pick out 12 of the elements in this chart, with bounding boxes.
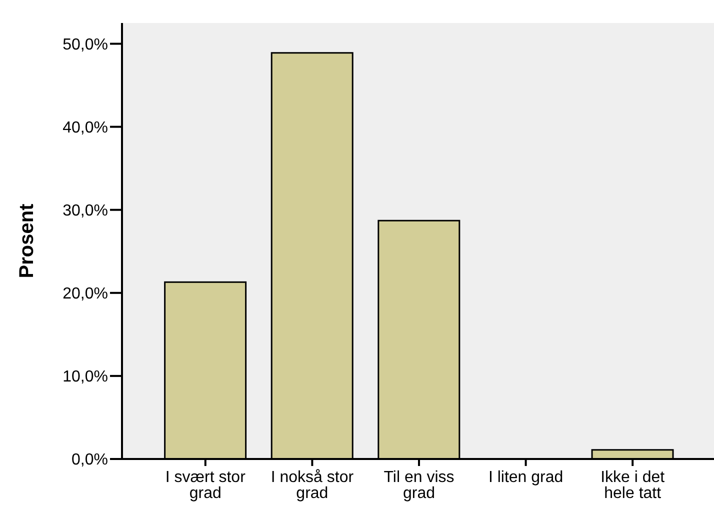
- x-tick-label: Til en viss grad: [384, 469, 454, 502]
- y-tick-label: 10,0%: [62, 368, 108, 386]
- x-tick-label: I liten grad: [488, 469, 564, 486]
- x-tick-label: I svært stor grad: [165, 469, 246, 502]
- y-tick-label: 50,0%: [62, 36, 108, 54]
- y-tick-label: 20,0%: [62, 286, 108, 303]
- y-axis-title: Prosent: [16, 203, 38, 278]
- x-tick-label: Ikke i det hele tatt: [600, 469, 666, 502]
- y-tick-label: 0,0%: [72, 452, 108, 469]
- x-tick-label: I nokså stor grad: [270, 469, 354, 502]
- y-tick-label: 40,0%: [62, 119, 108, 136]
- y-tick-label: 30,0%: [62, 202, 108, 220]
